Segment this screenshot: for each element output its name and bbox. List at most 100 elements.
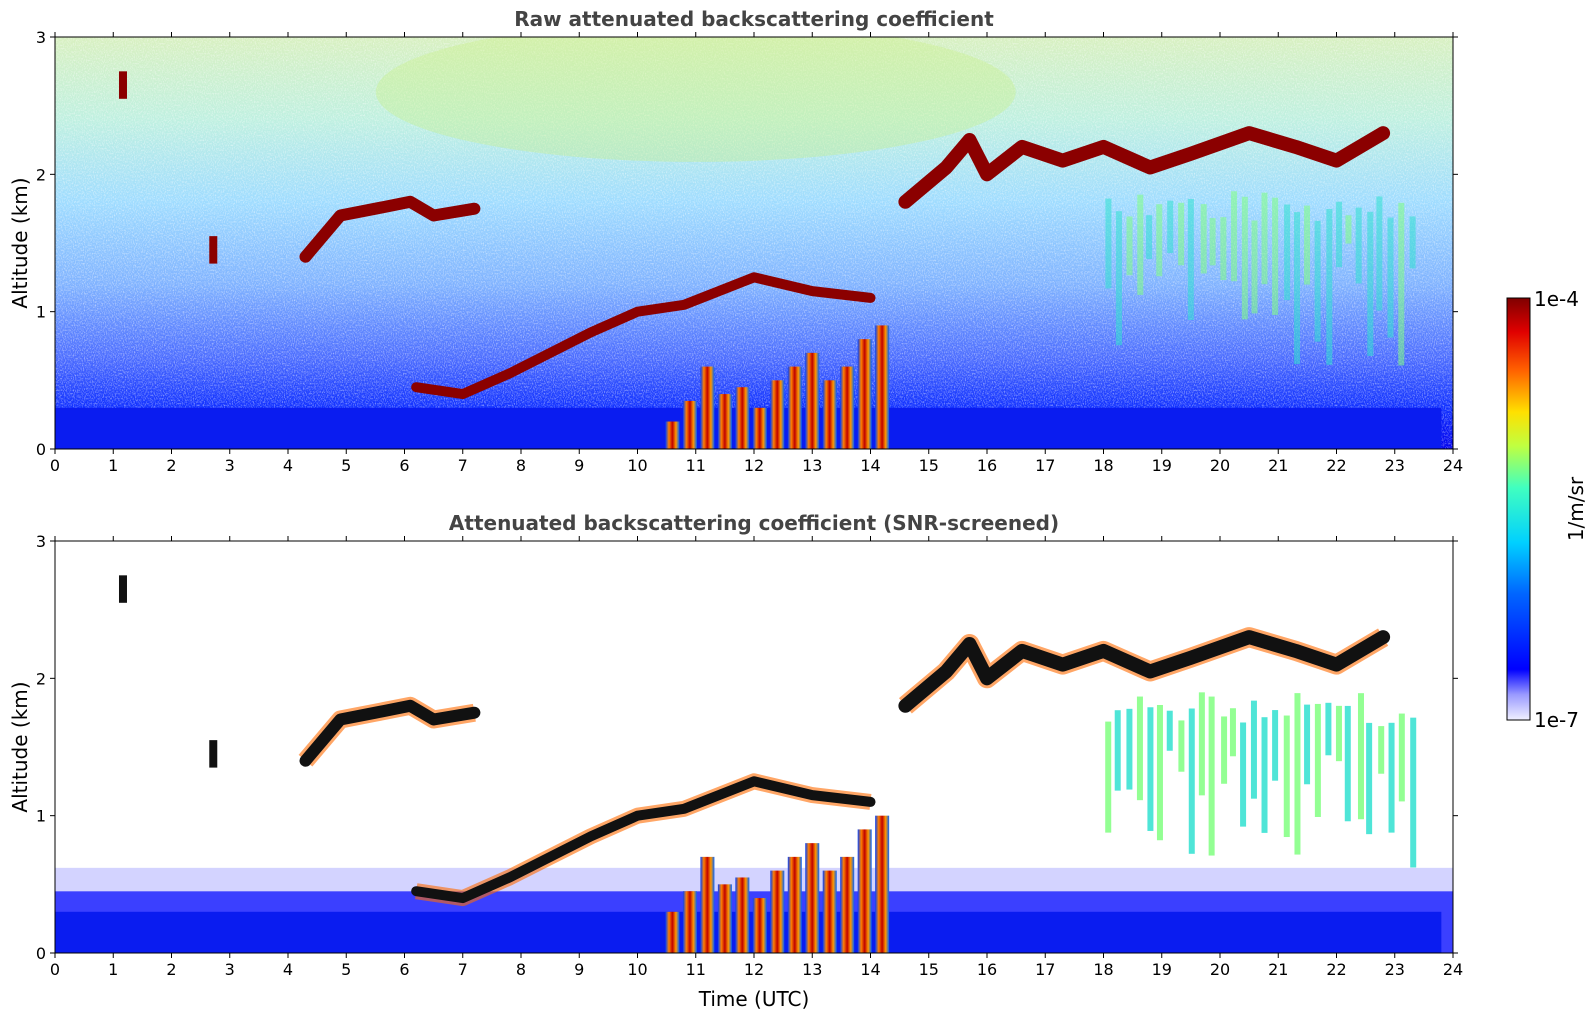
plume bbox=[1378, 726, 1385, 774]
rain-shaft bbox=[857, 829, 872, 953]
plume bbox=[1126, 216, 1133, 276]
plume bbox=[1208, 696, 1215, 856]
x-tick-label: 19 bbox=[1152, 960, 1172, 979]
plume bbox=[1240, 722, 1247, 827]
x-tick-label: 17 bbox=[1035, 960, 1055, 979]
plume bbox=[1156, 704, 1163, 841]
panel-title: Attenuated backscattering coefficient (S… bbox=[449, 511, 1059, 535]
rain-shaft bbox=[840, 856, 855, 953]
plot-area bbox=[55, 37, 1453, 449]
x-tick-label: 17 bbox=[1035, 456, 1055, 475]
plume bbox=[1187, 198, 1194, 321]
rain-shaft bbox=[805, 843, 820, 953]
colorbar-min-label: 1e-7 bbox=[1534, 708, 1579, 732]
x-tick-label: 22 bbox=[1326, 960, 1346, 979]
x-tick-label: 20 bbox=[1210, 456, 1230, 475]
plume bbox=[1409, 216, 1416, 269]
x-tick-label: 13 bbox=[802, 960, 822, 979]
plume bbox=[1146, 215, 1153, 259]
panel-raw: Raw attenuated backscattering coefficien… bbox=[8, 7, 1463, 475]
plume bbox=[1304, 205, 1311, 285]
x-tick-label: 3 bbox=[225, 456, 235, 475]
rain-shaft bbox=[770, 380, 785, 449]
upper-noise-zone bbox=[375, 37, 1016, 162]
plume bbox=[1178, 202, 1185, 266]
cloud-layer bbox=[299, 699, 481, 767]
x-tick-label: 9 bbox=[574, 456, 584, 475]
plume bbox=[1345, 215, 1352, 244]
panel-title: Raw attenuated backscattering coefficien… bbox=[514, 7, 994, 31]
x-tick-label: 15 bbox=[919, 456, 939, 475]
x-tick-label: 12 bbox=[744, 960, 764, 979]
x-tick-label: 16 bbox=[977, 960, 997, 979]
noise-overlay bbox=[55, 37, 1453, 449]
x-tick-label: 22 bbox=[1326, 456, 1346, 475]
plume bbox=[1398, 202, 1405, 366]
colorbar-max-label: 1e-4 bbox=[1534, 287, 1579, 311]
plume bbox=[1410, 717, 1417, 868]
isolated-echo bbox=[118, 71, 127, 99]
plume bbox=[1126, 708, 1133, 790]
x-tick-label: 8 bbox=[516, 960, 526, 979]
plume bbox=[1335, 705, 1342, 762]
colorbar-unit-label: 1/m/sr bbox=[1564, 476, 1588, 541]
plume bbox=[1388, 722, 1395, 833]
x-tick-label: 1 bbox=[108, 456, 118, 475]
pale-boundary-layer bbox=[55, 867, 1453, 892]
x-tick-label: 1 bbox=[108, 960, 118, 979]
rain-shaft bbox=[717, 394, 732, 449]
rain-shaft bbox=[787, 366, 802, 449]
plume bbox=[1367, 211, 1374, 356]
colorbar: 1e-4 1e-7 1/m/sr bbox=[1506, 287, 1588, 732]
rain-shaft bbox=[682, 400, 697, 449]
x-tick-label: 4 bbox=[283, 960, 293, 979]
x-tick-label: 4 bbox=[283, 456, 293, 475]
rain-shaft bbox=[840, 366, 855, 449]
rain-shaft bbox=[752, 407, 767, 449]
plume bbox=[1304, 704, 1311, 785]
plume bbox=[1229, 708, 1236, 757]
x-tick-label: 10 bbox=[627, 456, 647, 475]
plume bbox=[1200, 204, 1207, 274]
x-tick-label: 0 bbox=[50, 456, 60, 475]
plume bbox=[1220, 217, 1227, 281]
plume bbox=[1105, 198, 1112, 289]
x-tick-label: 5 bbox=[341, 456, 351, 475]
plume bbox=[1188, 708, 1195, 854]
x-tick-label: 7 bbox=[458, 960, 468, 979]
x-tick-label: 24 bbox=[1443, 960, 1463, 979]
plume bbox=[1272, 710, 1279, 781]
plume bbox=[1355, 207, 1362, 284]
plume bbox=[1250, 700, 1257, 799]
plume bbox=[1156, 204, 1163, 277]
x-tick-label: 15 bbox=[919, 960, 939, 979]
plume bbox=[1314, 220, 1321, 342]
plume bbox=[1178, 720, 1185, 772]
plume bbox=[1326, 208, 1333, 365]
plume bbox=[1167, 200, 1174, 254]
x-tick-label: 6 bbox=[399, 960, 409, 979]
rising-layer bbox=[411, 776, 876, 904]
x-tick-label: 7 bbox=[458, 456, 468, 475]
plume bbox=[1336, 201, 1343, 268]
x-tick-label: 0 bbox=[50, 960, 60, 979]
rain-shaft bbox=[735, 877, 750, 953]
rain-shaft bbox=[770, 870, 785, 953]
y-tick-label: 3 bbox=[36, 532, 46, 551]
plume bbox=[1314, 703, 1321, 817]
plume bbox=[1272, 197, 1279, 315]
plot-area bbox=[55, 541, 1453, 953]
x-tick-label: 23 bbox=[1385, 960, 1405, 979]
rain-shaft bbox=[752, 898, 767, 953]
panel-screened: Attenuated backscattering coefficient (S… bbox=[8, 511, 1463, 1011]
plume bbox=[1114, 710, 1121, 791]
plume bbox=[1284, 204, 1291, 301]
rain-shaft bbox=[682, 891, 697, 953]
x-tick-label: 12 bbox=[744, 456, 764, 475]
plume bbox=[1221, 716, 1228, 784]
plume bbox=[1137, 194, 1144, 295]
x-tick-label: 14 bbox=[860, 960, 880, 979]
isolated-echo bbox=[209, 740, 218, 768]
y-tick-label: 2 bbox=[36, 165, 46, 184]
